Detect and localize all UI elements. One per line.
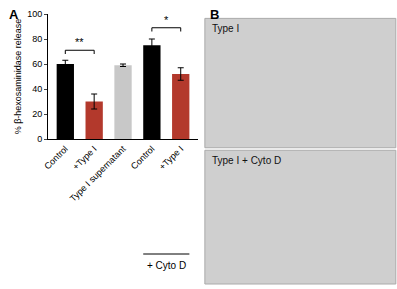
svg-text:80: 80 bbox=[32, 34, 42, 44]
svg-text:Type I + Cyto D: Type I + Cyto D bbox=[212, 155, 281, 166]
svg-text:40: 40 bbox=[32, 84, 42, 94]
svg-text:Control: Control bbox=[129, 144, 157, 172]
svg-text:100: 100 bbox=[27, 9, 42, 19]
svg-text:B: B bbox=[210, 7, 219, 22]
svg-text:20: 20 bbox=[32, 109, 42, 119]
svg-text:Type I: Type I bbox=[212, 23, 239, 34]
svg-text:% β-hexosaminidase release: % β-hexosaminidase release bbox=[13, 19, 23, 135]
svg-text:+ Cyto D: + Cyto D bbox=[147, 260, 186, 271]
svg-text:60: 60 bbox=[32, 59, 42, 69]
svg-text:*: * bbox=[164, 14, 169, 26]
svg-text:A: A bbox=[9, 7, 19, 22]
svg-text:+Type I: +Type I bbox=[157, 144, 185, 172]
svg-text:**: ** bbox=[75, 36, 84, 48]
svg-text:+Type I: +Type I bbox=[71, 144, 99, 172]
svg-text:0: 0 bbox=[37, 134, 42, 144]
svg-text:Type I supernatant: Type I supernatant bbox=[68, 143, 128, 203]
svg-text:Control: Control bbox=[42, 144, 70, 172]
